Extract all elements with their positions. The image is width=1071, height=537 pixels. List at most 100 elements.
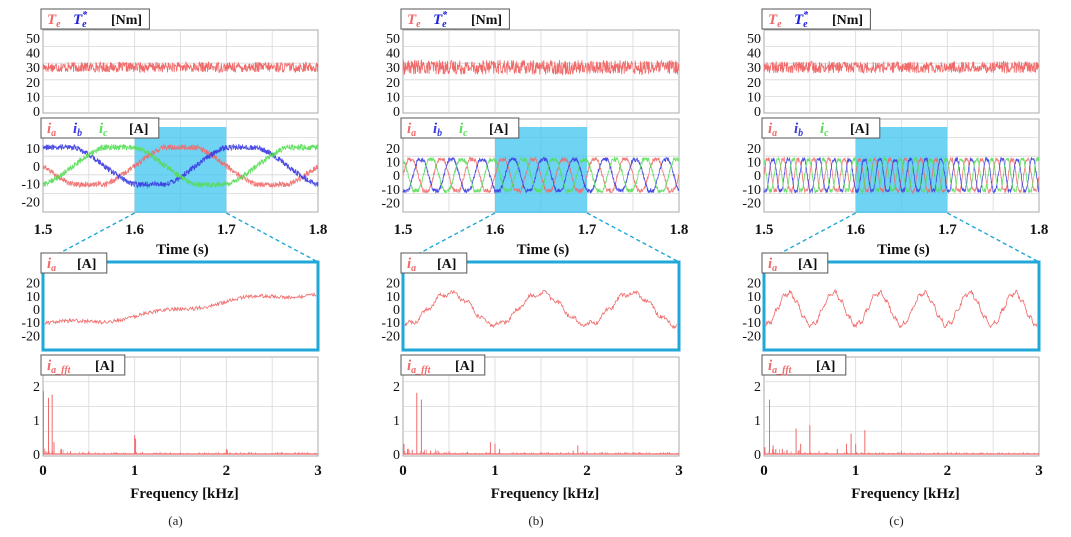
y-tick-label: 40 [26,47,40,62]
y-tick-label: 10 [26,90,40,105]
y-tick-label: 20 [386,76,400,91]
y-tick-label: 20 [386,142,400,157]
x-axis-label: Frequency [kHz] [851,486,959,502]
y-tick-label: -20 [381,196,400,211]
legend-entry: ib [433,121,442,139]
x-tick-label: 1.5 [755,222,774,238]
legend-entry: ic [820,121,829,139]
legend-entry: ic [459,121,468,139]
y-tick-label: 10 [26,290,40,305]
legend-box [400,252,468,274]
y-tick-label: 30 [386,61,400,76]
x-tick-label: 1.7 [578,222,597,238]
current-series-ic [763,156,1040,195]
legend-unit: [Nm] [111,13,142,28]
y-tick-label: -20 [742,196,761,211]
legend-entry: ib [794,121,803,139]
y-tick-label: 20 [747,76,761,91]
x-tick-label: 1.5 [34,222,53,238]
zoom-highlight-band [134,127,227,213]
y-tick-label: 2 [33,380,40,395]
y-tick-label: 20 [747,277,761,292]
y-tick-label: 0 [754,303,761,318]
y-tick-label: 0 [393,303,400,318]
legend-box [761,8,871,30]
legend-box [40,252,108,274]
legend-unit: [Nm] [832,13,863,28]
legend-box [400,117,520,139]
y-tick-label: -20 [381,329,400,344]
torque-legend: Te T* e [Nm] [761,8,871,30]
current-series-ib [763,156,1040,195]
y-tick-label: 2 [754,380,761,395]
fft-legend: ia_fft [A] [400,354,486,376]
legend-box [761,117,881,139]
legend-unit: [A] [850,122,869,137]
current-legend: ia ib ic [A] [40,117,160,139]
current-series-ic [402,155,680,194]
zoom-highlight-band [855,127,948,213]
torque-legend: Te T* e [Nm] [40,8,150,30]
legend-unit: [Nm] [471,13,502,28]
torque-series-Te [763,60,1040,75]
current-legend: ia ib ic [A] [761,117,881,139]
y-tick-label: 10 [747,290,761,305]
y-tick-label: 30 [26,61,40,76]
legend-entry: T* e [433,10,448,30]
legend-box [40,354,126,376]
subfigure-label: (b) [528,513,543,528]
zoom-highlight-band [495,127,587,213]
y-tick-label: 30 [747,61,761,76]
y-tick-label: 0 [393,105,400,120]
zoom-connector-right [226,212,319,263]
y-tick-label: 10 [386,155,400,170]
x-tick-label: 2 [223,463,231,479]
legend-unit: [A] [455,359,474,374]
y-tick-label: 50 [26,32,40,47]
x-tick-label: 2 [583,463,591,479]
y-tick-label: 10 [26,142,40,157]
y-tick-label: 0 [33,448,40,463]
y-tick-label: 0 [33,105,40,120]
x-tick-label: 0 [39,463,47,479]
y-tick-label: 40 [747,47,761,62]
y-tick-label: 0 [393,448,400,463]
y-tick-label: 20 [26,277,40,292]
legend-entry: ia [407,256,416,274]
x-tick-label: 1.5 [394,222,413,238]
x-tick-label: 1.6 [486,222,505,238]
zoom-legend: ia [A] [40,252,108,274]
legend-entry: ia_fft [768,358,793,376]
x-tick-label: 1 [491,463,499,479]
current-plot: 10 0 -10 -20 1.5 1.6 1.7 1.8 Time (s) ia ib ic [A] [21,117,328,263]
zoom-connector-right [586,212,680,263]
zoom-connector-right [947,212,1040,263]
y-tick-label: 0 [754,105,761,120]
current-series-ib [402,156,680,194]
legend-unit: [A] [129,122,148,137]
current-series-ia [42,143,319,189]
y-tick-label: 0 [33,303,40,318]
fft-legend: ia_fft [A] [40,354,126,376]
current-legend: ia ib ic [A] [400,117,520,139]
y-tick-label: -10 [21,316,40,331]
x-tick-label: 3 [675,463,683,479]
legend-entry: Te [407,12,421,30]
zoom-legend: ia [A] [400,252,468,274]
legend-entry: ia [768,256,777,274]
fft-legend: ia_fft [A] [761,354,847,376]
y-tick-label: 10 [386,290,400,305]
x-axis-label: Frequency [kHz] [130,486,238,502]
y-tick-label: 2 [393,380,400,395]
x-tick-label: 1.8 [309,222,328,238]
legend-box [400,8,510,30]
